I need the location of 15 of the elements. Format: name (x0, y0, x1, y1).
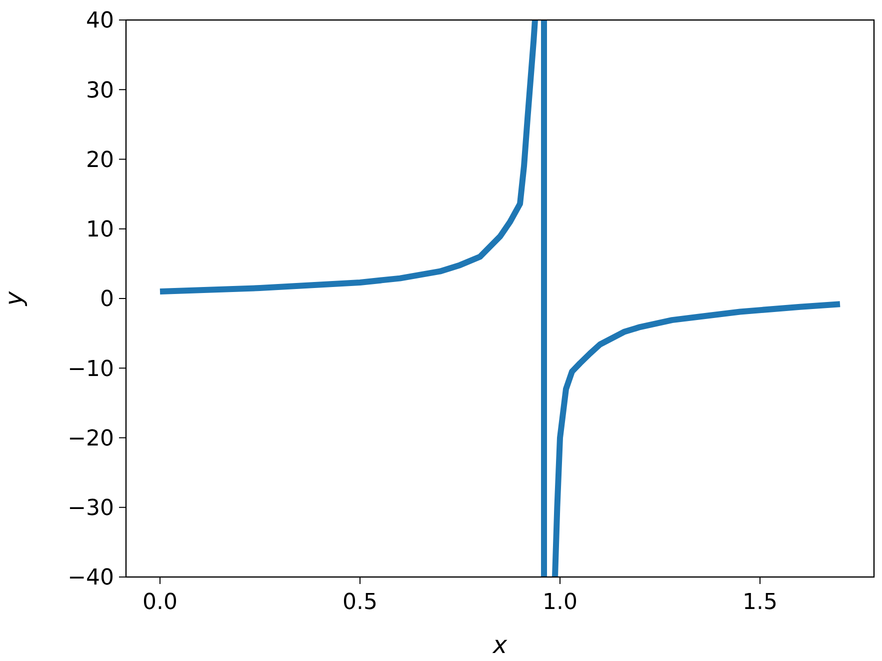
y-tick-label: 30 (86, 78, 114, 104)
x-tick-label: 1.5 (742, 590, 778, 615)
y-tick-label: 10 (86, 218, 114, 243)
y-tick-label: −20 (68, 426, 114, 452)
y-tick-label: −40 (68, 566, 114, 591)
y-tick-label: 20 (86, 148, 114, 173)
y-axis-title: y (0, 290, 28, 307)
y-tick-label: −10 (68, 356, 114, 382)
x-tick-label: 0.0 (142, 590, 178, 615)
x-tick-label: 0.5 (342, 590, 378, 615)
x-tick-label: 1.0 (542, 590, 578, 615)
y-tick-label: 40 (86, 8, 114, 34)
y-tick-label: 0 (100, 287, 114, 312)
x-axis-title: x (492, 631, 508, 659)
y-tick-label: −30 (68, 496, 114, 522)
